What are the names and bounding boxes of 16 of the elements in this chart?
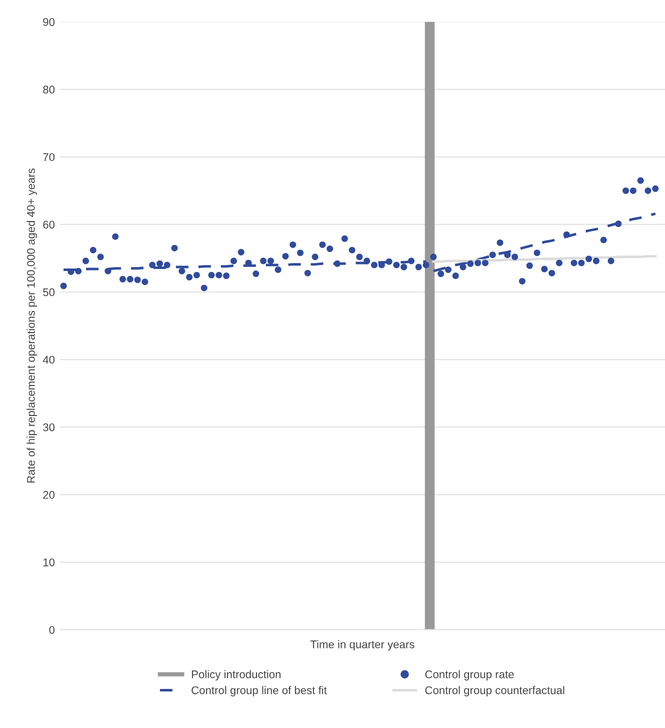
y-axis-title: Rate of hip replacement operations per 100,000 aged 40+ years [26,168,38,483]
y-tick-label: 0 [49,626,55,634]
text: Policy introduction [192,670,281,680]
y-tick-label: 90 [43,18,55,26]
y-tick-label: 60 [43,220,55,229]
y-tick-label: 80 [43,86,55,94]
y-tick-label: 50 [43,288,55,296]
legend-label: Control group rate [425,670,514,680]
legend-label: Control group counterfactual [425,686,564,696]
y-tick-label: 10 [43,558,55,566]
legend-label: Control group line of best fit [192,686,327,696]
y-tick-label: 20 [43,490,55,499]
x-axis-title: Time in quarter years [310,640,414,650]
y-tick-label: 40 [42,356,55,364]
y-tick-label: 70 [43,153,55,162]
y-tick-label: 30 [43,423,55,432]
